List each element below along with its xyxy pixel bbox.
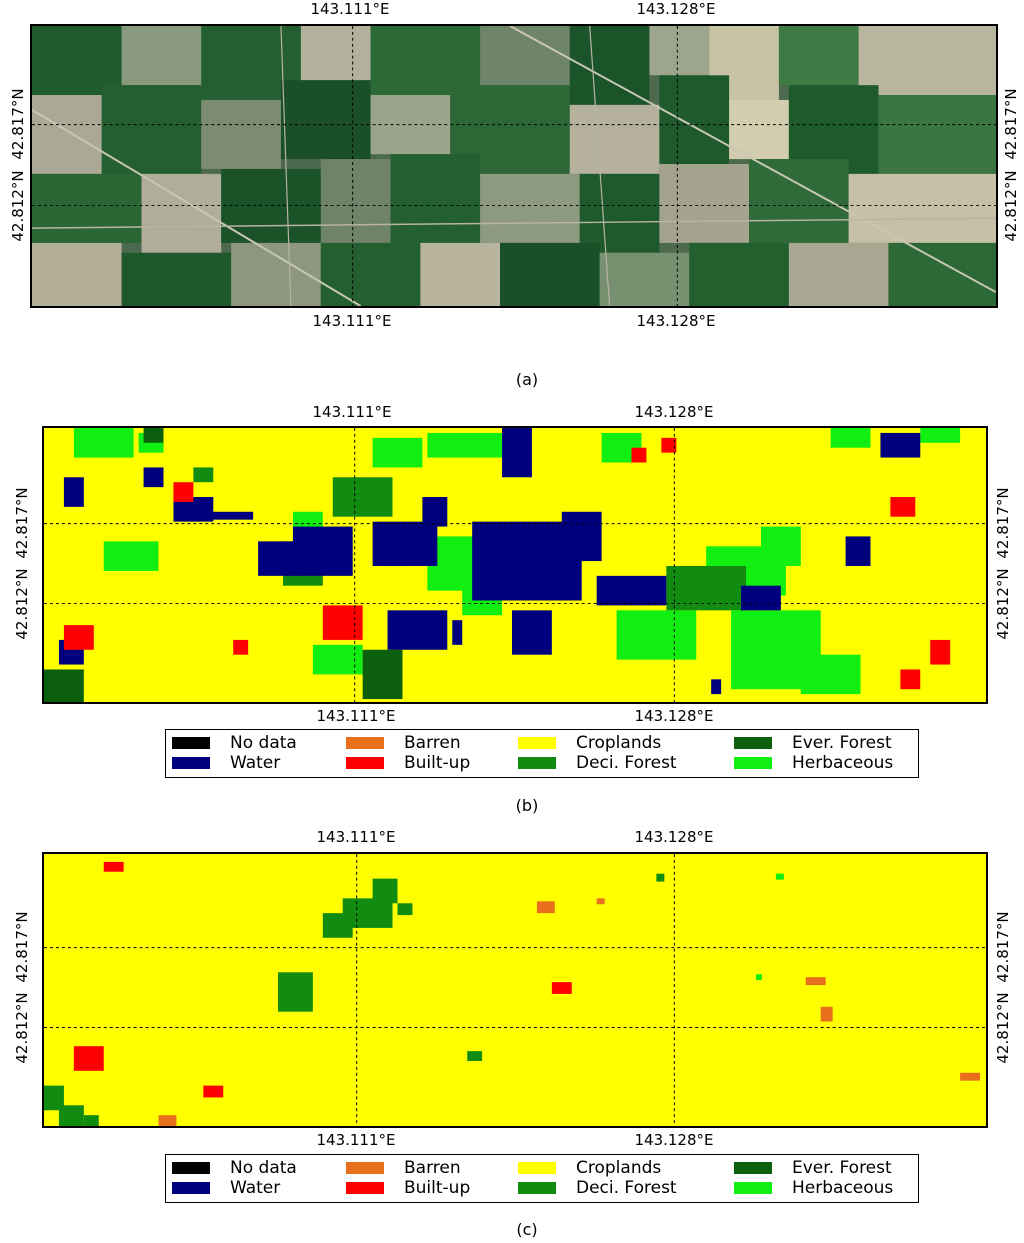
legend-item-barren: Barren — [346, 1159, 461, 1177]
lat-tick-left-1: 42.817°N — [13, 487, 31, 559]
legend-label: Herbaceous — [792, 753, 894, 773]
classification-map-c — [42, 852, 988, 1128]
legend-label: Built-up — [404, 753, 471, 773]
classification-map-b — [42, 426, 988, 704]
legend-label: No data — [230, 733, 297, 753]
lat-tick-right-2: 42.812°N — [1002, 170, 1020, 242]
legend-label: Built-up — [404, 1178, 471, 1198]
legend-label: Water — [230, 753, 281, 773]
legend-item-ever-forest: Ever. Forest — [734, 734, 892, 752]
legend-swatch — [518, 737, 556, 749]
legend-item-ever-forest: Ever. Forest — [734, 1159, 892, 1177]
legend-item-water: Water — [172, 1179, 280, 1197]
lon-tick-top-2: 143.128°E — [636, 0, 716, 18]
classification-map-c-svg — [44, 854, 986, 1126]
classification-map-b-svg — [44, 428, 986, 702]
lat-tick-left-1: 42.817°N — [13, 911, 31, 983]
lon-tick-bottom-1: 143.111°E — [316, 707, 396, 725]
legend-swatch — [172, 1162, 210, 1174]
legend-item-built-up: Built-up — [346, 754, 470, 772]
lon-tick-top-1: 143.111°E — [316, 828, 396, 846]
legend-label: No data — [230, 1158, 297, 1178]
legend-b: No data Water Barren Built-up Croplands … — [165, 729, 919, 778]
legend-item-no-data: No data — [172, 734, 297, 752]
legend-label: Ever. Forest — [792, 1158, 892, 1178]
lon-tick-top-1: 143.111°E — [310, 0, 390, 18]
legend-swatch — [172, 1182, 210, 1194]
legend-label: Water — [230, 1178, 281, 1198]
legend-item-water: Water — [172, 754, 280, 772]
legend-item-no-data: No data — [172, 1159, 297, 1177]
legend-label: Ever. Forest — [792, 733, 892, 753]
legend-item-deci-forest: Deci. Forest — [518, 1179, 677, 1197]
lat-tick-right-2: 42.812°N — [994, 568, 1012, 640]
legend-swatch — [346, 737, 384, 749]
legend-c: No data Water Barren Built-up Croplands … — [165, 1154, 919, 1203]
lat-tick-right-1: 42.817°N — [994, 487, 1012, 559]
legend-item-built-up: Built-up — [346, 1179, 470, 1197]
legend-swatch — [346, 757, 384, 769]
legend-label: Herbaceous — [792, 1178, 894, 1198]
legend-item-deci-forest: Deci. Forest — [518, 754, 677, 772]
legend-swatch — [172, 757, 210, 769]
lon-tick-bottom-1: 143.111°E — [316, 1131, 396, 1149]
legend-swatch — [346, 1162, 384, 1174]
satellite-image — [30, 24, 998, 308]
lat-tick-right-2: 42.812°N — [994, 992, 1012, 1064]
legend-item-herbaceous: Herbaceous — [734, 1179, 893, 1197]
caption-a: (a) — [515, 370, 539, 389]
legend-swatch — [734, 1182, 772, 1194]
legend-swatch — [518, 1162, 556, 1174]
lat-tick-right-1: 42.817°N — [994, 911, 1012, 983]
legend-swatch — [518, 1182, 556, 1194]
lat-tick-right-1: 42.817°N — [1002, 88, 1020, 160]
legend-label: Barren — [404, 733, 461, 753]
legend-item-barren: Barren — [346, 734, 461, 752]
legend-label: Croplands — [576, 733, 662, 753]
legend-swatch — [734, 757, 772, 769]
lon-tick-bottom-2: 143.128°E — [634, 1131, 714, 1149]
lat-tick-left-2: 42.812°N — [9, 170, 27, 242]
legend-item-croplands: Croplands — [518, 734, 661, 752]
legend-label: Croplands — [576, 1158, 662, 1178]
legend-swatch — [518, 757, 556, 769]
caption-b: (b) — [515, 796, 539, 815]
legend-label: Deci. Forest — [576, 753, 677, 773]
legend-label: Barren — [404, 1158, 461, 1178]
legend-label: Deci. Forest — [576, 1178, 677, 1198]
lat-tick-left-2: 42.812°N — [13, 992, 31, 1064]
legend-swatch — [734, 737, 772, 749]
legend-swatch — [346, 1182, 384, 1194]
legend-swatch — [734, 1162, 772, 1174]
lon-tick-top-1: 143.111°E — [312, 403, 392, 421]
lon-tick-bottom-1: 143.111°E — [312, 312, 392, 330]
lon-tick-top-2: 143.128°E — [634, 828, 714, 846]
lat-tick-left-1: 42.817°N — [9, 88, 27, 160]
legend-swatch — [172, 737, 210, 749]
legend-item-herbaceous: Herbaceous — [734, 754, 893, 772]
lon-tick-bottom-2: 143.128°E — [636, 312, 716, 330]
satellite-image-svg — [32, 26, 996, 306]
lat-tick-left-2: 42.812°N — [13, 568, 31, 640]
lon-tick-bottom-2: 143.128°E — [634, 707, 714, 725]
lon-tick-top-2: 143.128°E — [634, 403, 714, 421]
caption-c: (c) — [516, 1220, 538, 1239]
legend-item-croplands: Croplands — [518, 1159, 661, 1177]
